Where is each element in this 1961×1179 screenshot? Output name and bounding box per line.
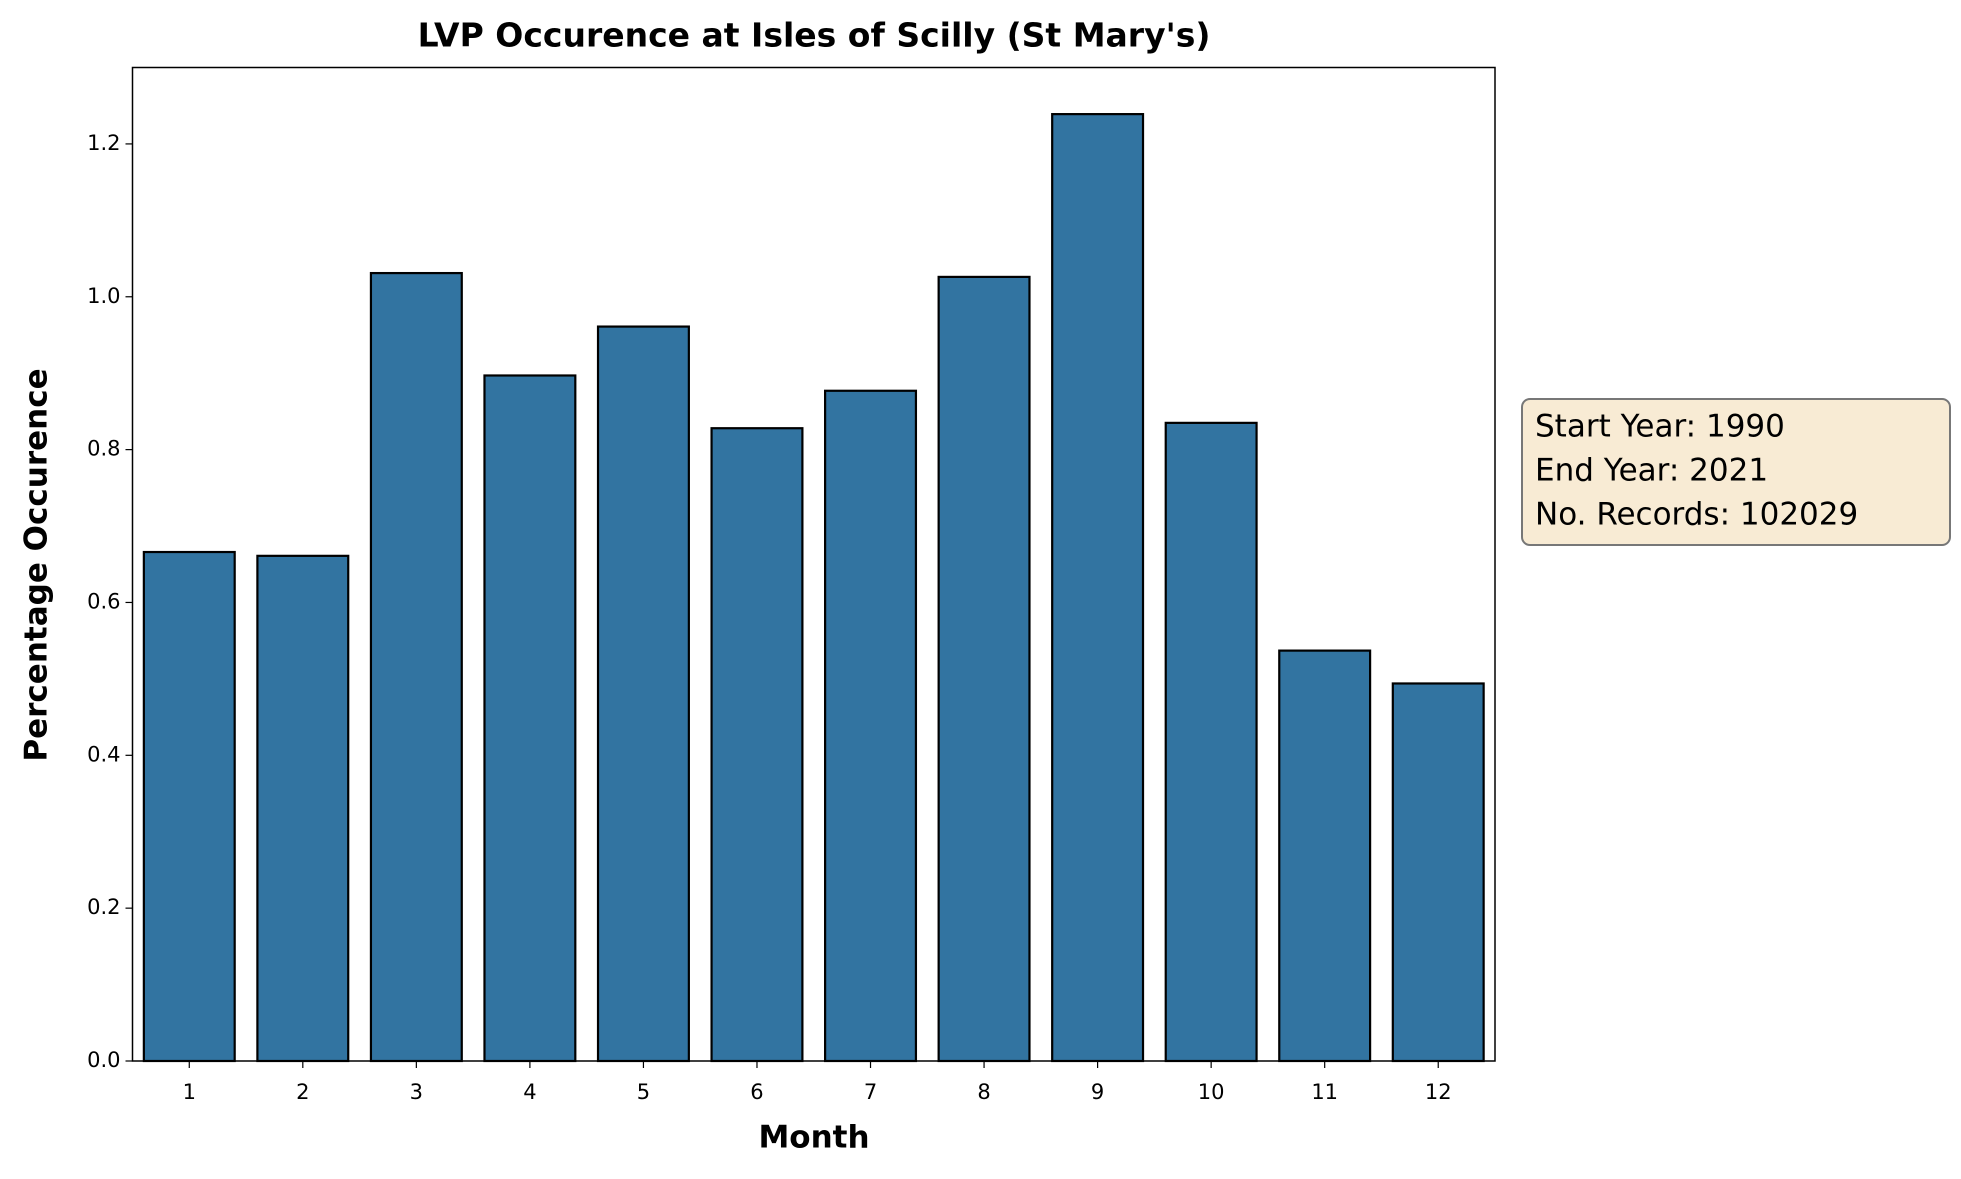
chart-title: LVP Occurence at Isles of Scilly (St Mar…	[418, 16, 1211, 55]
bar	[1278, 649, 1372, 1063]
x-tick-label: 8	[977, 1080, 990, 1104]
bar	[1164, 421, 1258, 1063]
x-tick-label: 10	[1198, 1080, 1225, 1104]
y-tick-label: 0.4	[87, 742, 120, 766]
x-tick-label: 6	[750, 1080, 763, 1104]
bar	[824, 389, 918, 1063]
x-tick-label: 5	[637, 1080, 650, 1104]
y-tick-label: 0.6	[87, 589, 120, 613]
x-tick-label: 1	[183, 1080, 196, 1104]
bar	[710, 427, 804, 1063]
annotation-text: No. Records: 102029	[1535, 497, 1858, 533]
annotation-text: End Year: 2021	[1535, 453, 1768, 489]
bar	[596, 325, 690, 1063]
bar	[1391, 682, 1485, 1063]
x-tick-label: 3	[410, 1080, 423, 1104]
bar	[142, 550, 236, 1063]
bar	[369, 271, 463, 1063]
bar	[256, 554, 350, 1063]
y-tick-label: 0.0	[87, 1048, 120, 1072]
annotation-box	[1521, 398, 1951, 546]
y-tick-label: 0.8	[87, 437, 120, 461]
bar	[937, 275, 1031, 1063]
annotation-text: Start Year: 1990	[1535, 409, 1785, 445]
x-tick-label: 7	[864, 1080, 877, 1104]
x-axis-label: Month	[758, 1120, 869, 1156]
y-tick-label: 1.0	[87, 284, 120, 308]
bar	[483, 374, 577, 1063]
x-tick-label: 12	[1425, 1080, 1452, 1104]
x-tick-label: 2	[296, 1080, 309, 1104]
x-tick-label: 9	[1091, 1080, 1104, 1104]
bar	[1051, 113, 1145, 1063]
plot-frame	[131, 66, 1496, 1062]
y-tick-label: 0.2	[87, 895, 120, 919]
x-tick-label: 4	[523, 1080, 536, 1104]
y-axis-label: Percentage Occurence	[19, 368, 55, 761]
y-tick-label: 1.2	[87, 131, 120, 155]
x-tick-label: 11	[1311, 1080, 1338, 1104]
